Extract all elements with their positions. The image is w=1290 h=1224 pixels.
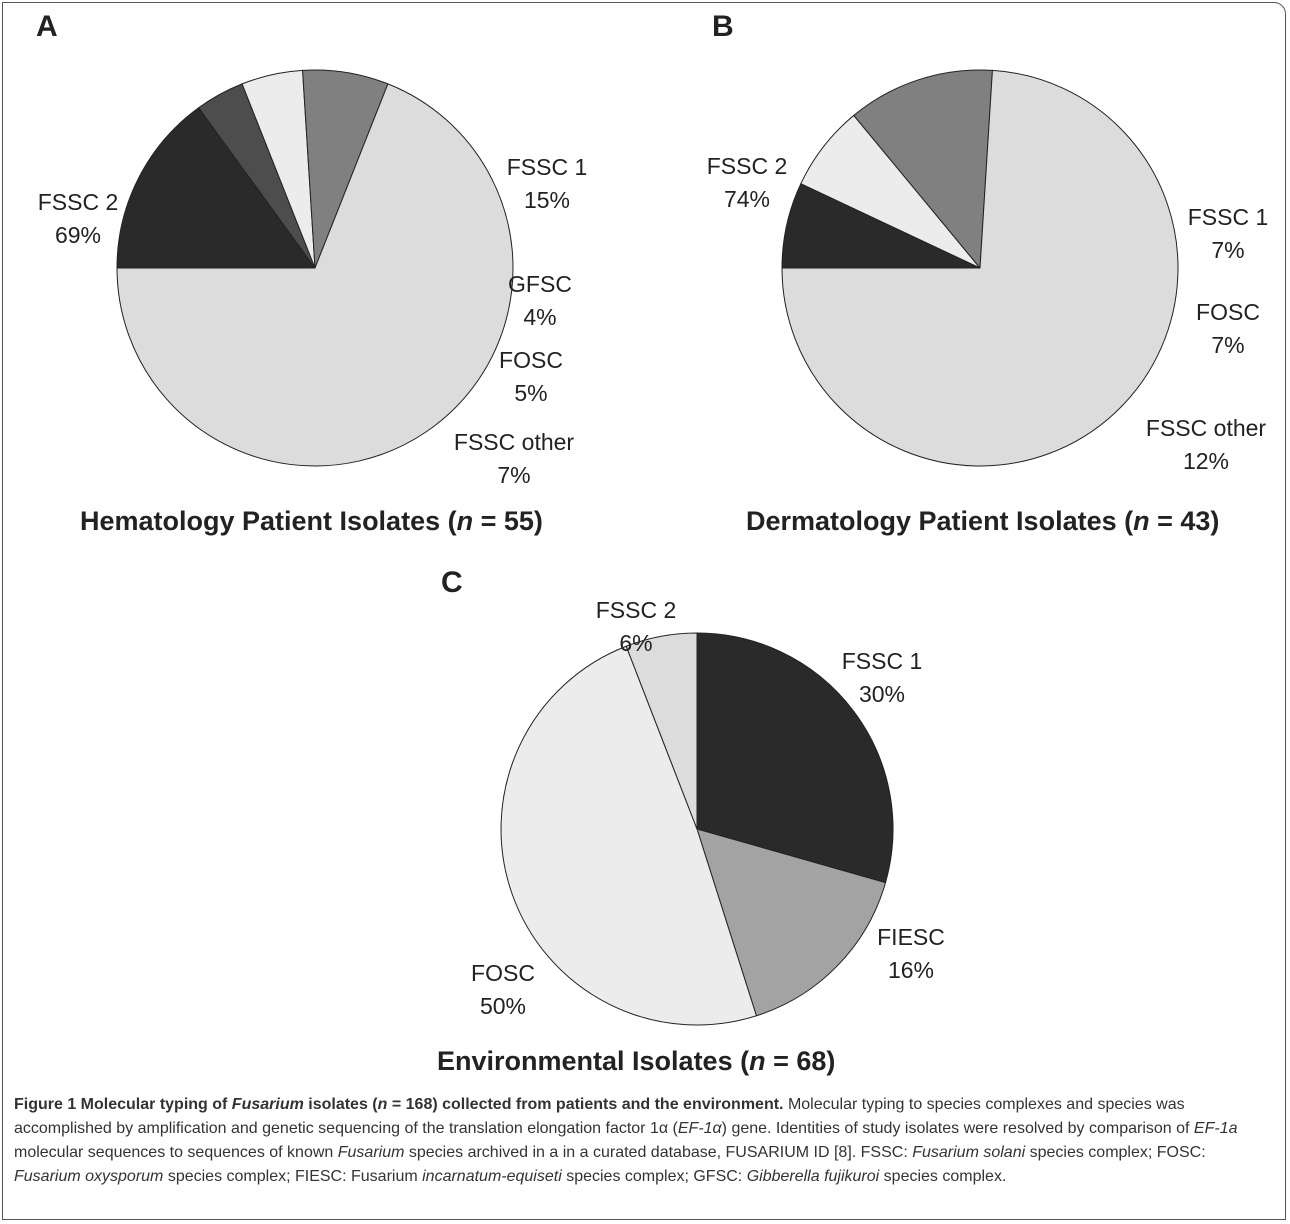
pie-c-label-fssc-2: FSSC 2 6%	[596, 597, 677, 656]
pie-a-label-fssc-1: FSSC 1 15%	[507, 154, 588, 213]
chart-c-title: Environmental Isolates (n = 68)	[437, 1046, 836, 1076]
pie-c-slice-fosc	[500, 645, 758, 1026]
pie-a-slice-fssc-1	[116, 107, 316, 269]
pie-a-label-fssc-other: FSSC other 7%	[454, 429, 574, 488]
caption-title: Figure 1 Molecular typing of Fusarium is…	[14, 1096, 784, 1113]
pie-a-label-fosc: FOSC 5%	[499, 347, 563, 406]
pie-b-label-fssc-1: FSSC 1 7%	[1188, 204, 1269, 263]
pie-a	[116, 69, 514, 467]
pie-c-slice-fssc-1	[696, 632, 894, 884]
pie-b-label-fosc: FOSC 7%	[1196, 299, 1260, 358]
panel-letter-a: A	[36, 10, 58, 43]
panel-letter-b: B	[712, 10, 734, 43]
pie-b-label-fssc-other: FSSC other 12%	[1146, 415, 1266, 474]
figure-caption: Figure 1 Molecular typing of Fusarium is…	[14, 1096, 1238, 1185]
pie-c-slice-fssc-2	[625, 632, 698, 830]
chart-b-title: Dermatology Patient Isolates (n = 43)	[746, 506, 1220, 536]
pie-a-label-fssc-2: FSSC 2 69%	[38, 189, 119, 248]
pie-c-slice-fiesc	[696, 828, 887, 1017]
pie-c-label-fiesc: FIESC 16%	[877, 924, 945, 983]
panel-letter-c: C	[441, 566, 463, 599]
pie-b	[781, 69, 1179, 467]
pie-c-label-fosc: FOSC 50%	[471, 960, 535, 1019]
pie-b-slice-fssc-2	[781, 69, 1179, 467]
pie-b-slice-fssc-other	[853, 69, 993, 270]
pie-a-label-gfsc: GFSC 4%	[508, 271, 572, 330]
pie-c-label-fssc-1: FSSC 1 30%	[842, 648, 923, 707]
pie-b-label-fssc-2: FSSC 2 74%	[707, 153, 788, 212]
pie-a-slice-fssc-2	[116, 83, 514, 467]
chart-a-title: Hematology Patient Isolates (n = 55)	[80, 506, 543, 536]
pie-c	[500, 632, 894, 1026]
